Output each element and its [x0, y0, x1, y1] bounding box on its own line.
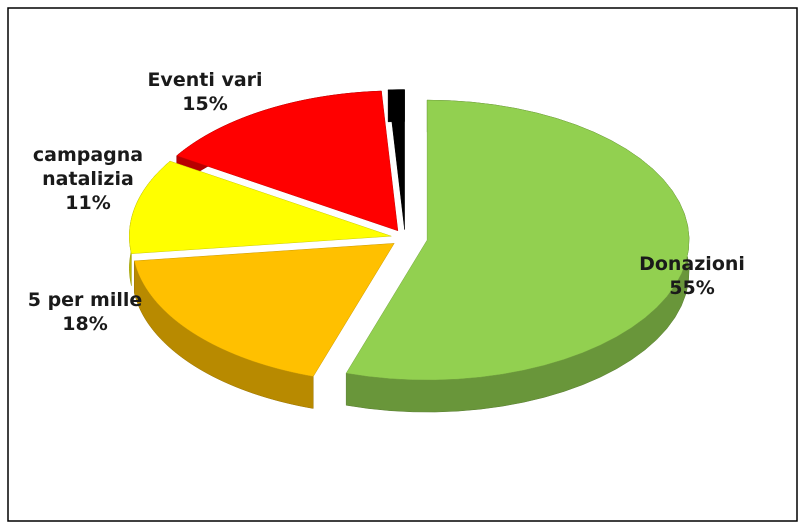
category-label: Eventi vari: [147, 69, 262, 91]
value-label: 18%: [62, 313, 107, 335]
data-label: campagna natalizia 11%: [33, 144, 143, 214]
slice: [176, 90, 399, 232]
data-label: Donazioni 55%: [639, 253, 745, 299]
value-label: 11%: [65, 192, 110, 214]
category-label: 5 per mille: [28, 289, 143, 311]
value-label: 15%: [182, 93, 227, 115]
slice: [133, 243, 395, 377]
pie-tops: [129, 89, 690, 381]
category-label: campagna natalizia: [33, 144, 143, 190]
value-label: 55%: [669, 277, 714, 299]
slice: [345, 99, 690, 381]
slice: [129, 160, 392, 254]
data-label: 5 per mille 18%: [28, 289, 143, 335]
category-label: Donazioni: [639, 253, 745, 275]
data-label: Eventi vari 15%: [147, 69, 262, 115]
slice: [387, 89, 405, 230]
